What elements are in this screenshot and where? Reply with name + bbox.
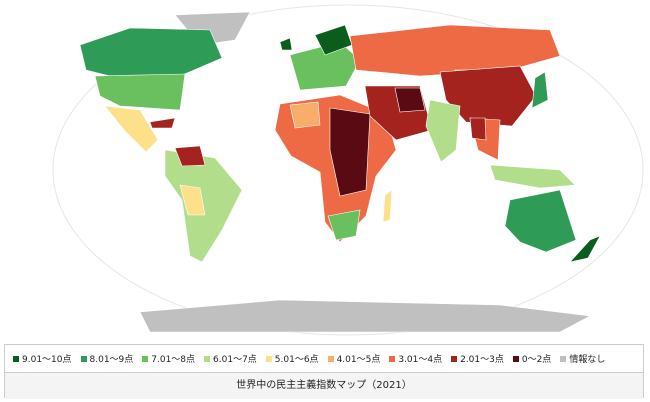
legend-label: 7.01～8点 (151, 355, 196, 365)
legend-item: 3.01～4点 (389, 352, 442, 365)
legend-label: 2.01～3点 (460, 355, 504, 365)
cuba (149, 117, 176, 129)
legend-label: 0～2点 (521, 355, 552, 365)
legend-item: 4.01～5点 (327, 352, 381, 365)
india (425, 99, 461, 163)
legend-label: 情報なし (569, 355, 606, 365)
legend-swatch (327, 355, 334, 362)
legend-swatch (204, 355, 211, 362)
world-map (52, 4, 644, 336)
legend-swatch (80, 355, 87, 362)
legend-box: 9.01～10点 8.01～9点 7.01～8点 6.01～7点 5.01～6点 4.01… (4, 344, 644, 399)
legend-label: 4.01～5点 (336, 355, 381, 365)
legend-swatch (265, 355, 272, 362)
canada (79, 27, 223, 77)
central-africa (329, 107, 371, 197)
legend-swatch (512, 355, 519, 362)
north-africa (289, 101, 321, 129)
legend-swatch (13, 355, 19, 362)
southern-africa (327, 209, 361, 241)
usa (94, 73, 186, 111)
legend-label: 3.01～4点 (398, 355, 443, 365)
china (439, 65, 537, 127)
bolivia (179, 184, 206, 216)
mexico (104, 105, 159, 153)
new-zealand (569, 235, 601, 263)
legend-label: 6.01～7点 (213, 355, 257, 365)
madagascar (382, 189, 393, 223)
iceland (279, 37, 293, 51)
legend-swatch (560, 355, 567, 362)
antarctica (139, 299, 591, 333)
legend-swatch (142, 355, 149, 362)
japan (531, 71, 549, 109)
iran (394, 87, 426, 113)
legend-item: 情報なし (560, 352, 605, 365)
australia (504, 189, 577, 253)
legend-label: 8.01～9点 (89, 355, 134, 365)
legend-item: 2.01～3点 (451, 352, 504, 365)
legend-item: 7.01～8点 (142, 352, 195, 365)
legend-swatch (389, 355, 396, 362)
indonesia (489, 164, 576, 189)
caption: 世界中の民主主義指数マップ（2021） (5, 372, 643, 399)
legend-item: 9.01～10点 (13, 352, 72, 365)
legend-label: 9.01～10点 (22, 355, 72, 365)
countries (79, 11, 601, 333)
legend-item: 0～2点 (512, 352, 552, 365)
legend: 9.01～10点 8.01～9点 7.01～8点 6.01～7点 5.01～6点 4.01… (5, 345, 643, 372)
russia (349, 24, 561, 77)
legend-item: 6.01～7点 (204, 352, 257, 365)
myanmar (469, 117, 487, 141)
legend-label: 5.01～6点 (274, 355, 319, 365)
legend-item: 8.01～9点 (80, 352, 134, 365)
legend-swatch (451, 355, 458, 362)
venezuela (174, 145, 206, 167)
legend-item: 5.01～6点 (265, 352, 319, 365)
